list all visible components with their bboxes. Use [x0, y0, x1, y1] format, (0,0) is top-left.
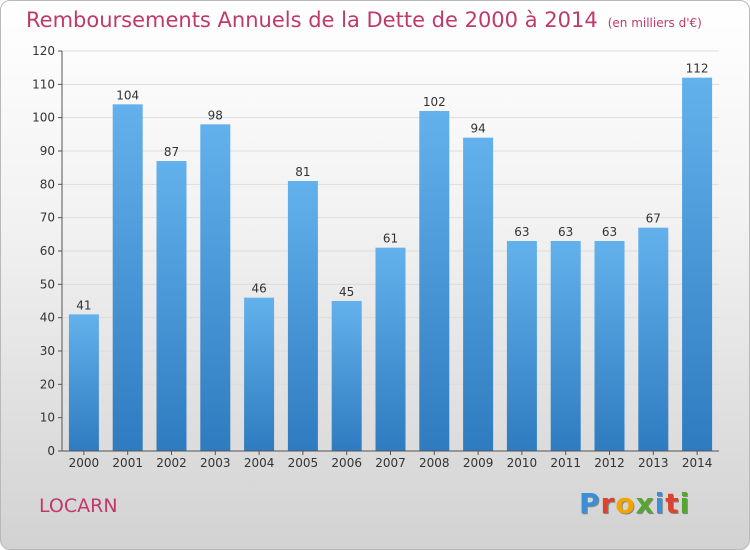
y-tick-label: 40: [40, 311, 55, 325]
x-tick-label: 2013: [638, 456, 669, 470]
value-label: 102: [423, 95, 446, 109]
bar: [594, 241, 625, 451]
x-tick-label: 2007: [375, 456, 406, 470]
value-label: 98: [208, 108, 223, 122]
value-label: 94: [470, 122, 485, 136]
x-tick-label: 2011: [550, 456, 581, 470]
bar: [112, 104, 143, 451]
bar: [200, 124, 231, 451]
title-block: Remboursements Annuels de la Dette de 20…: [26, 8, 702, 32]
y-tick-label: 70: [40, 211, 55, 225]
logo-letter: i: [654, 487, 666, 520]
x-tick-label: 2003: [200, 456, 231, 470]
x-tick-label: 2012: [594, 456, 625, 470]
y-tick-label: 90: [40, 144, 55, 158]
bar: [375, 247, 406, 451]
bar: [550, 241, 581, 451]
x-tick-label: 2008: [419, 456, 450, 470]
x-tick-label: 2000: [69, 456, 100, 470]
value-label: 46: [251, 282, 266, 296]
y-tick-label: 80: [40, 177, 55, 191]
logo-letter: r: [600, 487, 616, 520]
x-tick-label: 2005: [288, 456, 319, 470]
axes: 0 10 20 30 40 50 60 70 80 90 100 110 120 2000 2001 2002…: [32, 44, 719, 470]
x-tick-label: 2010: [507, 456, 538, 470]
bars: 41 104 87 98 46 81 45 61 102 94 63 63 63 67 112: [68, 62, 713, 452]
bar: [156, 161, 187, 451]
y-tick-label: 120: [32, 44, 55, 58]
value-label: 67: [646, 212, 661, 226]
x-tick-label: 2001: [112, 456, 143, 470]
bar: [287, 181, 318, 451]
value-label: 61: [383, 232, 398, 246]
y-tick-label: 0: [47, 444, 55, 458]
chart-unit: (en milliers d'€): [607, 16, 702, 30]
x-tick-label: 2006: [331, 456, 362, 470]
value-label: 63: [558, 225, 573, 239]
bar: [419, 111, 450, 451]
y-tick-label: 50: [40, 277, 55, 291]
value-label: 41: [76, 298, 91, 312]
y-tick-label: 60: [40, 244, 55, 258]
proxiti-logo[interactable]: Proxiti: [579, 487, 690, 520]
value-label: 63: [514, 225, 529, 239]
value-label: 104: [116, 88, 139, 102]
value-label: 81: [295, 165, 310, 179]
bar: [638, 227, 669, 451]
bar: [506, 241, 537, 451]
logo-letter: i: [679, 487, 691, 520]
x-tick-label: 2002: [156, 456, 187, 470]
logo-letter: o: [615, 487, 636, 520]
y-tick-label: 10: [40, 411, 55, 425]
x-tick-label: 2014: [682, 456, 713, 470]
commune-name: LOCARN: [39, 495, 118, 517]
bar: [331, 301, 362, 451]
bar: [68, 314, 99, 451]
y-tick-label: 110: [32, 77, 55, 91]
bar: [463, 137, 494, 451]
value-label: 112: [686, 62, 709, 76]
value-label: 63: [602, 225, 617, 239]
chart-title: Remboursements Annuels de la Dette de 20…: [26, 8, 598, 32]
value-label: 45: [339, 285, 354, 299]
x-tick-label: 2004: [244, 456, 275, 470]
y-tick-label: 30: [40, 344, 55, 358]
logo-letter: t: [665, 487, 680, 520]
bar: [244, 297, 275, 451]
bar: [682, 77, 713, 452]
x-tick-label: 2009: [463, 456, 494, 470]
logo-letter: x: [635, 487, 655, 520]
y-tick-label: 100: [32, 111, 55, 125]
y-tick-label: 20: [40, 377, 55, 391]
value-label: 87: [164, 145, 179, 159]
logo-letter: P: [579, 487, 601, 520]
